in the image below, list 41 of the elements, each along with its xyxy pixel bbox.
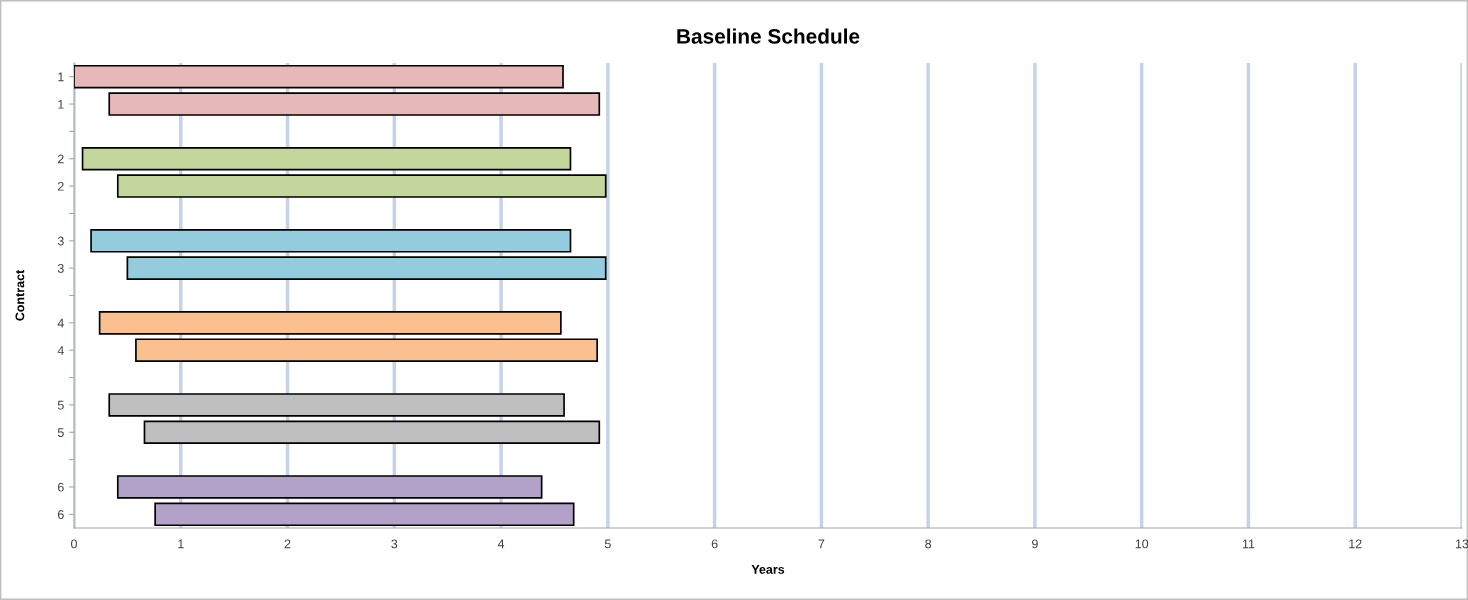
y-tick-label: 1	[58, 72, 64, 82]
x-tick-label: 5	[604, 539, 611, 549]
bar	[108, 393, 565, 417]
y-tick-label: 2	[57, 181, 64, 191]
bar	[135, 338, 599, 362]
x-tick-label: 11	[1242, 539, 1255, 549]
bar	[116, 475, 543, 499]
y-tick-label: 1	[58, 99, 64, 109]
y-tick-label: 2	[57, 154, 64, 164]
x-tick-label: 1	[178, 539, 184, 549]
x-tick-label: 4	[497, 539, 505, 549]
bar	[74, 64, 564, 89]
bar	[90, 229, 572, 253]
bar	[143, 420, 601, 445]
y-tick-label: 5	[57, 428, 64, 437]
y-tick-label: 4	[57, 346, 64, 355]
x-tick-label: 12	[1349, 539, 1362, 549]
x-axis-title: Years	[751, 565, 785, 574]
x-tick-label: 13	[1456, 539, 1468, 549]
bar	[126, 256, 607, 280]
y-tick-label: 4	[57, 318, 64, 328]
bar	[98, 311, 562, 335]
y-tick-label: 5	[57, 400, 64, 410]
x-tick-label: 7	[818, 539, 825, 549]
y-tick-label: 3	[57, 263, 64, 273]
x-tick-label: 10	[1135, 539, 1149, 549]
bar	[116, 174, 607, 198]
bar	[81, 146, 572, 171]
x-tick-label: 9	[1032, 539, 1038, 549]
x-tick-label: 6	[711, 539, 718, 549]
bar	[154, 502, 575, 527]
chart-title: Baseline Schedule	[677, 28, 860, 44]
y-tick-label: 6	[57, 510, 64, 519]
bar	[108, 92, 601, 116]
y-tick-label: 6	[57, 482, 64, 492]
y-tick-label: 3	[57, 236, 64, 246]
x-tick-label: 0	[71, 539, 77, 549]
y-axis-title: Contract	[15, 269, 25, 321]
x-tick-label: 8	[925, 539, 932, 549]
x-tick-label: 2	[284, 539, 291, 549]
x-tick-label: 3	[391, 539, 398, 549]
